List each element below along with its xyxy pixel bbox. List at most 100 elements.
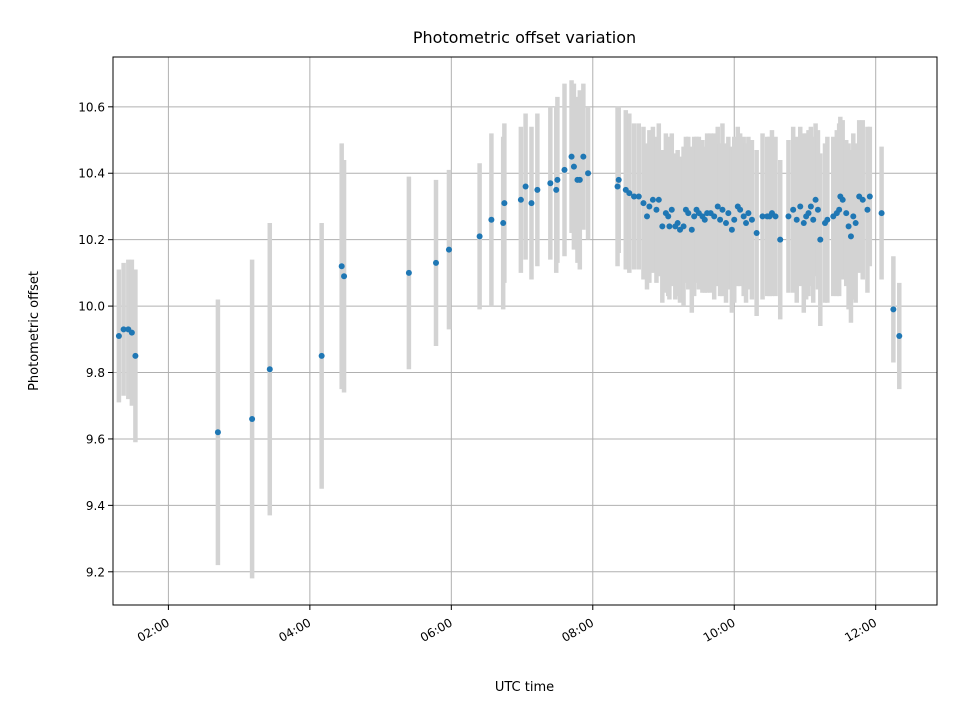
data-point [748,216,755,223]
data-point [772,213,779,220]
data-point [517,196,524,203]
data-point [338,263,345,270]
data-point [132,352,139,359]
data-point [839,196,846,203]
y-axis-label: Photometric offset [27,271,42,391]
data-point [668,206,675,213]
data-point [580,153,587,160]
data-point [644,213,651,220]
data-point [476,233,483,240]
data-points [115,153,903,436]
data-point [214,429,221,436]
data-point [488,216,495,223]
data-point [722,220,729,227]
data-point [852,220,859,227]
data-point [745,210,752,217]
chart-title: Photometric offset variation [413,28,636,47]
data-point [266,366,273,373]
data-point [878,210,885,217]
data-point [570,163,577,170]
data-point [432,259,439,266]
x-axis-label: UTC time [495,680,554,695]
data-point [501,200,508,207]
data-point [640,200,647,207]
data-point [807,203,814,210]
y-tick-label: 10.2 [78,233,105,247]
data-point [759,213,766,220]
data-point [115,332,122,339]
data-point [725,210,732,217]
data-point [797,203,804,210]
data-point [743,220,750,227]
y-tick-label: 10.4 [78,167,105,181]
data-point [576,176,583,183]
y-tick-label: 9.6 [86,432,105,446]
data-point [701,216,708,223]
data-point [824,216,831,223]
data-point [805,210,812,217]
data-point [812,196,819,203]
data-point [866,193,873,200]
data-point [568,153,575,160]
data-point [896,332,903,339]
data-point [445,246,452,253]
data-point [626,190,633,197]
data-point [631,193,638,200]
data-point [341,273,348,280]
y-tick-label: 9.2 [86,565,105,579]
data-point [666,223,673,230]
data-point [688,226,695,233]
data-point [547,180,554,187]
data-point [814,206,821,213]
data-point [614,183,621,190]
data-point [864,206,871,213]
data-point [615,176,622,183]
data-point [740,213,747,220]
data-point [711,213,718,220]
y-tick-label: 9.8 [86,366,105,380]
data-point [649,196,656,203]
data-point [810,216,817,223]
data-point [561,166,568,173]
data-point [719,206,726,213]
y-axis-ticks: 9.2 9.4 9.6 9.8 10.0 10.2 10.4 10.6 [78,100,113,579]
data-point [845,223,852,230]
data-point [790,206,797,213]
data-point [655,196,662,203]
data-point [685,210,692,217]
data-point [714,203,721,210]
data-point [635,193,642,200]
data-point [553,186,560,193]
data-point [405,269,412,276]
data-point [800,220,807,227]
data-point [665,213,672,220]
data-point [249,416,256,423]
data-point [585,170,592,177]
data-point [674,220,681,227]
data-point [843,210,850,217]
data-point [318,352,325,359]
data-point [785,213,792,220]
data-point [128,329,135,336]
data-point [728,226,735,233]
data-point [777,236,784,243]
data-point [717,216,724,223]
y-tick-label: 10.6 [78,100,105,114]
data-point [691,213,698,220]
data-point [836,206,843,213]
data-point [680,223,687,230]
data-point [528,200,535,207]
data-point [737,206,744,213]
y-tick-label: 9.4 [86,499,105,513]
data-point [554,176,561,183]
plot-frame [112,56,938,606]
data-point [500,220,507,227]
data-point [534,186,541,193]
data-point [890,306,897,313]
data-point [653,206,660,213]
data-point [817,236,824,243]
data-point [120,326,127,333]
data-point [659,223,666,230]
